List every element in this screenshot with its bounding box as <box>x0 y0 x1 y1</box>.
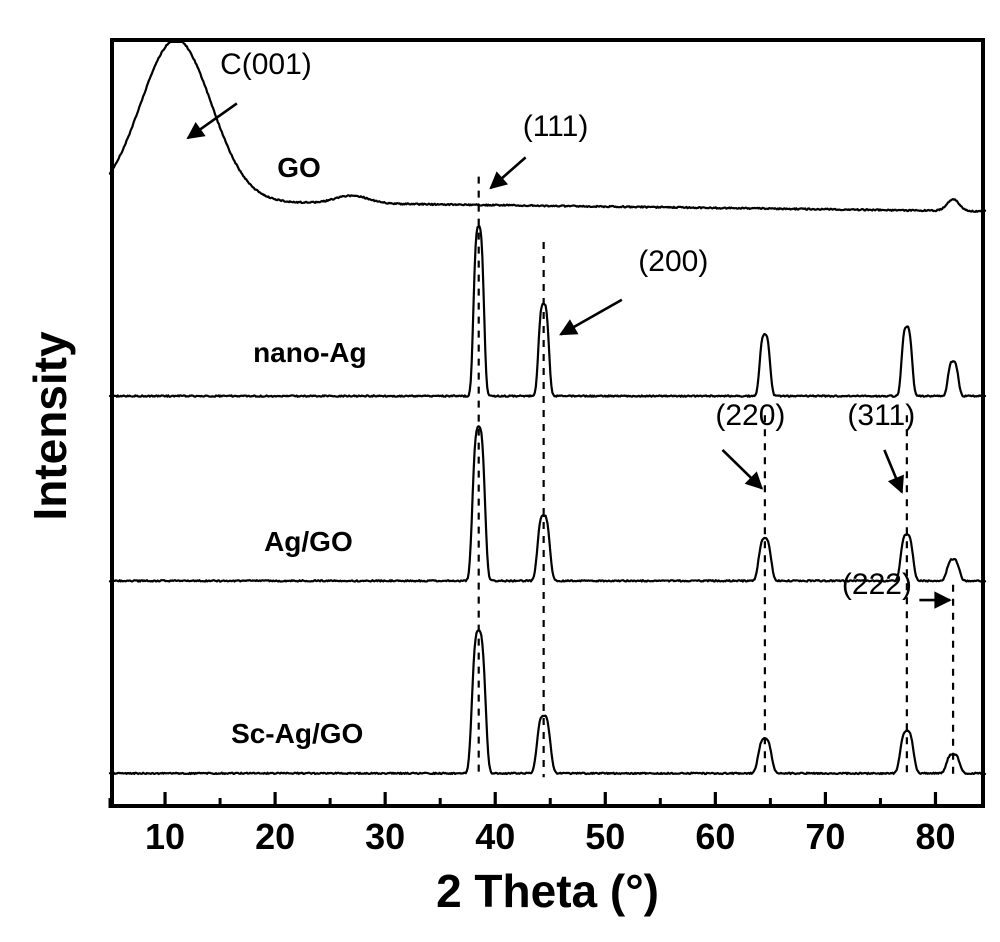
xrd-pattern-Sc-Ag/GO <box>110 630 985 774</box>
series-label-GO: GO <box>277 152 321 184</box>
x-axis-label: 2 Theta (°) <box>398 864 698 918</box>
peak-annotation: (200) <box>638 245 708 279</box>
x-tick-label: 30 <box>355 816 415 858</box>
xrd-pattern-Ag/GO <box>110 426 985 581</box>
x-tick-label: 60 <box>685 816 745 858</box>
xrd-figure: Intensity 2 Theta (°) 10 20 30 40 50 60 70 80 GO… <box>0 0 1000 942</box>
x-tick-label: 80 <box>905 816 965 858</box>
x-tick-label: 20 <box>245 816 305 858</box>
xrd-pattern-nano-Ag <box>110 226 985 396</box>
x-tick-label: 50 <box>575 816 635 858</box>
x-tick-label: 10 <box>135 816 195 858</box>
peak-annotation: (220) <box>715 399 785 433</box>
series-label-nano-Ag: nano-Ag <box>253 337 367 369</box>
series-label-Sc-Ag/GO: Sc-Ag/GO <box>231 718 363 750</box>
pattern-svg <box>0 0 1000 942</box>
peak-annotation: (311) <box>847 399 915 433</box>
y-axis-label: Intensity <box>23 226 77 626</box>
series-label-Ag/GO: Ag/GO <box>264 526 353 558</box>
peak-annotation: (222) <box>842 568 912 602</box>
peak-annotation: C(001) <box>220 48 312 82</box>
x-tick-label: 40 <box>465 816 525 858</box>
x-tick-label: 70 <box>795 816 855 858</box>
peak-annotation: (111) <box>523 110 589 144</box>
